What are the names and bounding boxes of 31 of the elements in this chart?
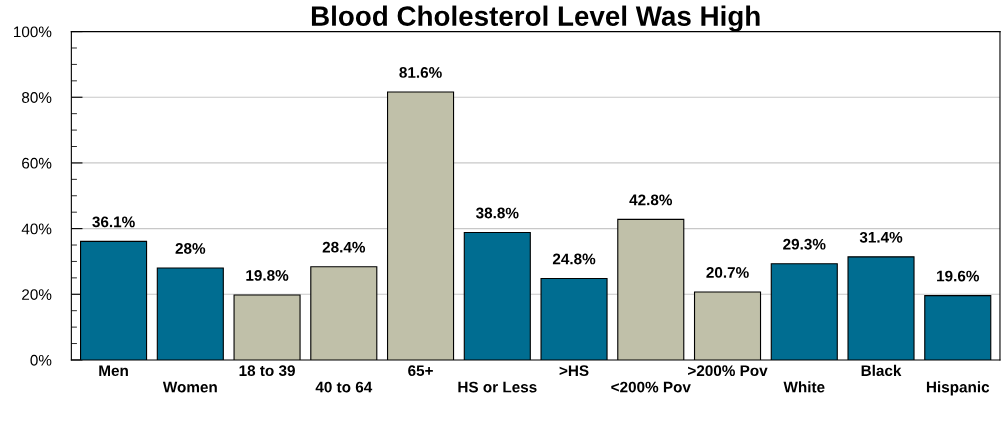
data-label: 19.8% bbox=[246, 269, 289, 281]
y-tick-label: 100% bbox=[14, 26, 52, 38]
x-tick-label: Black bbox=[861, 364, 902, 377]
data-label: 42.8% bbox=[629, 194, 673, 206]
data-label: 81.6% bbox=[399, 67, 442, 78]
y-tick-label: 0% bbox=[30, 354, 52, 366]
data-label: 38.8% bbox=[475, 207, 519, 219]
data-label: 36.1% bbox=[92, 216, 135, 228]
x-tick-label: >200% Pov bbox=[688, 365, 768, 377]
data-label: 24.8% bbox=[552, 253, 596, 265]
data-label: 29.3% bbox=[783, 238, 826, 250]
data-label: 28% bbox=[175, 243, 206, 254]
data-label: 20.7% bbox=[706, 267, 749, 278]
data-label: 19.6% bbox=[937, 270, 980, 282]
data-label: 31.4% bbox=[859, 231, 903, 243]
x-tick-label: Hispanic bbox=[926, 381, 990, 396]
y-tick-label: 80% bbox=[22, 92, 52, 103]
x-tick-label: <200% Pov bbox=[611, 381, 691, 393]
y-tick-label: 40% bbox=[21, 223, 52, 235]
x-tick-label: HS or Less bbox=[458, 381, 537, 393]
x-tick-label: 18 to 39 bbox=[239, 365, 295, 377]
data-label: 28.4% bbox=[322, 241, 366, 253]
x-tick-label: Men bbox=[99, 365, 128, 377]
y-tick-label: 60% bbox=[22, 157, 52, 169]
x-tick-label: White bbox=[783, 381, 825, 393]
x-tick-label: 40 to 64 bbox=[315, 381, 373, 393]
x-tick-label: 65+ bbox=[408, 365, 433, 377]
x-tick-label: Women bbox=[162, 381, 217, 393]
x-tick-label: >HS bbox=[559, 365, 589, 377]
y-tick-label: 20% bbox=[22, 289, 52, 300]
chart-title: Blood Cholesterol Level Was High bbox=[311, 5, 760, 32]
